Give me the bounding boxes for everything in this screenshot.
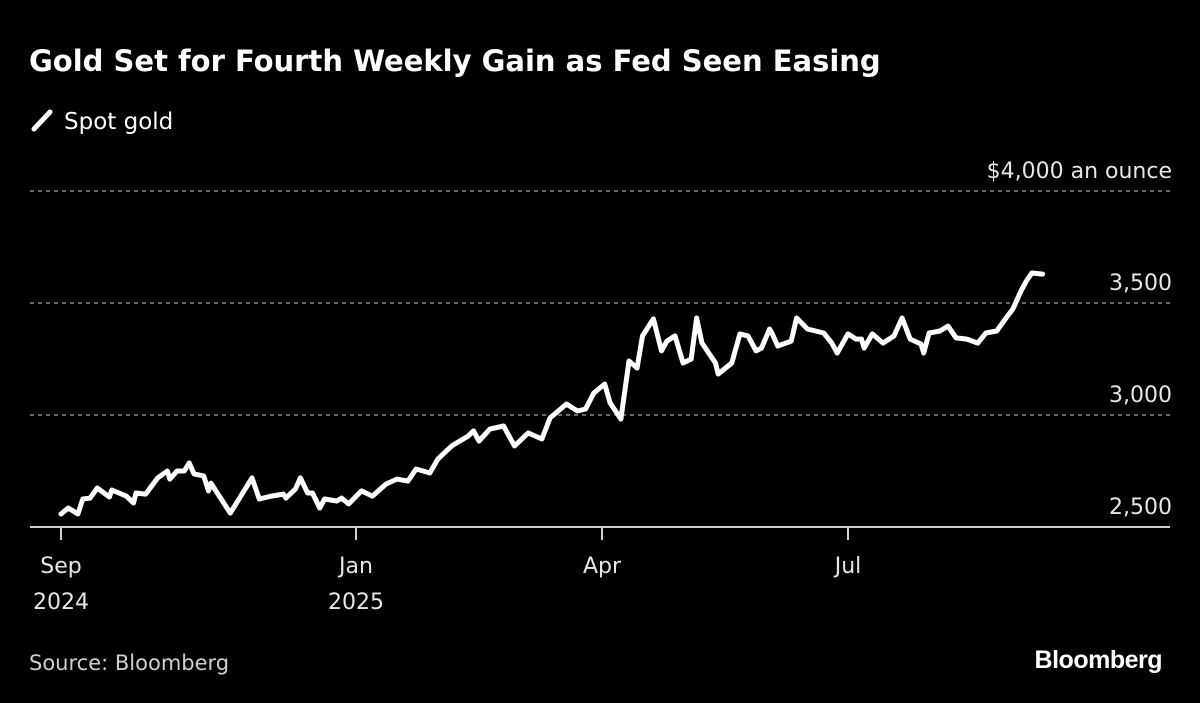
x-tick-year: 2024 <box>33 590 89 615</box>
y-axis-labels: 2,500 3,000 3,500 $4,000 an ounce <box>987 159 1172 520</box>
legend-line-icon <box>31 109 53 132</box>
legend: Spot gold <box>31 109 173 135</box>
x-tick-month: Jan <box>337 554 373 579</box>
y-tick-label: 2,500 <box>1109 495 1172 520</box>
gridlines <box>30 190 1170 416</box>
y-tick-label: 3,500 <box>1109 271 1172 296</box>
x-tick-month: Apr <box>583 554 622 579</box>
series-line-spot-gold <box>58 270 1046 517</box>
x-tick-month: Jul <box>833 554 862 579</box>
y-tick-label: 3,000 <box>1109 383 1172 408</box>
x-axis-ticks: Sep 2024 Jan 2025 Apr Jul <box>33 527 861 615</box>
x-tick-month: Sep <box>40 554 81 579</box>
bloomberg-logo: Bloomberg <box>1035 646 1162 674</box>
x-tick-year: 2025 <box>328 590 384 615</box>
legend-label: Spot gold <box>64 109 173 135</box>
chart-title: Gold Set for Fourth Weekly Gain as Fed S… <box>29 44 881 78</box>
source-note: Source: Bloomberg <box>29 651 229 675</box>
y-tick-label: $4,000 an ounce <box>987 159 1172 184</box>
